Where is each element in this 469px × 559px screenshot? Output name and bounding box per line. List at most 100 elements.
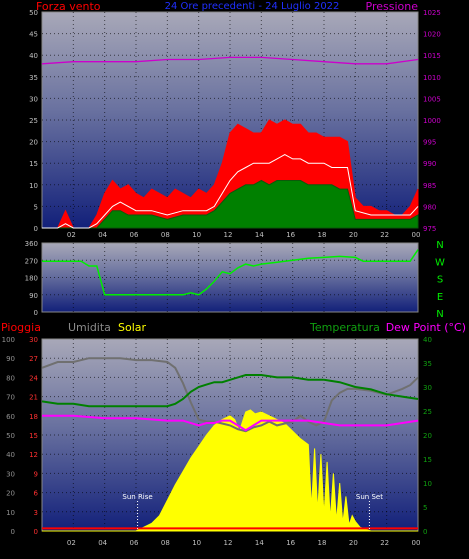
panel1-x-tick-label: 10: [192, 231, 201, 239]
temperature-tick-label: 25: [423, 408, 432, 416]
rain-tick-label: 15: [29, 432, 38, 440]
panel3-x-tick-label: 00: [412, 539, 421, 547]
wind-avg-area: [42, 179, 419, 229]
temperature-tick-label: 35: [423, 360, 432, 368]
humidity-tick-label: 20: [6, 490, 15, 498]
rain-tick-label: 30: [29, 336, 38, 344]
humidity-line: [41, 357, 419, 433]
panel1-left-tick-label: 0: [34, 225, 38, 233]
panel1-x-tick-label: 00: [412, 231, 421, 239]
panel1-x-tick-label: 22: [380, 231, 389, 239]
solar-area: [42, 409, 418, 532]
panel3-x-tick-label: 06: [130, 539, 139, 547]
temperature-tick-label: 20: [423, 432, 432, 440]
panel1-right-tick-label: 990: [423, 160, 436, 168]
humidity-label: Umidita: [68, 321, 111, 334]
rain-tick-label: 18: [29, 413, 38, 421]
rain-tick-label: 3: [34, 509, 38, 517]
humidity-tick-label: 60: [6, 413, 15, 421]
wind-speed-line: [42, 154, 419, 229]
panel1-right-label: Pressione: [366, 0, 419, 13]
panel1-left-tick-label: 5: [34, 203, 38, 211]
panel2-compass-label: E: [437, 292, 443, 303]
panel1-x-tick-label: 06: [130, 231, 139, 239]
panel1-right-tick-label: 1005: [423, 95, 441, 103]
panel1-right-tick-label: 995: [423, 139, 436, 147]
humidity-tick-label: 100: [2, 336, 15, 344]
panel3-x-tick-label: 04: [98, 539, 107, 547]
dewpoint-label: Dew Point (°C): [386, 321, 466, 334]
panel1-title: 24 Ore precedenti - 24 Luglio 2022: [165, 1, 340, 12]
panel1-x-tick-label: 18: [318, 231, 327, 239]
panel1-right-tick-label: 980: [423, 203, 436, 211]
panel2-compass-label: W: [435, 257, 445, 268]
panel1-left-tick-label: 40: [29, 52, 38, 60]
sun-annotation: Sun Set: [356, 493, 383, 501]
rain-tick-label: 21: [29, 394, 38, 402]
panel2-left-tick-label: 360: [25, 240, 38, 248]
temperature-tick-label: 40: [423, 336, 432, 344]
panel3-x-tick-label: 14: [255, 539, 264, 547]
panel1-left-tick-label: 50: [29, 9, 38, 17]
panel1-x-tick-label: 02: [67, 231, 76, 239]
panel1-x-tick-label: 20: [349, 231, 358, 239]
panel1-x-tick-label: 08: [161, 231, 170, 239]
panel3-x-tick-label: 10: [192, 539, 201, 547]
panel1-right-tick-label: 1020: [423, 31, 441, 39]
panel2-left-tick-label: 180: [25, 275, 38, 283]
rain-tick-label: 0: [34, 528, 38, 536]
humidity-tick-label: 80: [6, 374, 15, 382]
solar-label: Solar: [118, 321, 147, 334]
panel1-x-tick-label: 04: [98, 231, 107, 239]
panel1-right-tick-label: 1000: [423, 117, 441, 125]
panel1-left-tick-label: 25: [29, 117, 38, 125]
panel3-x-tick-label: 22: [380, 539, 389, 547]
rain-label: Pioggia: [1, 321, 41, 334]
pressure-line: [41, 56, 419, 65]
panel1-right-tick-label: 985: [423, 182, 436, 190]
panel3-x-tick-label: 12: [224, 539, 233, 547]
panel1-right-tick-label: 1010: [423, 74, 441, 82]
panel1-left-tick-label: 30: [29, 95, 38, 103]
panel3-x-tick-label: 18: [318, 539, 327, 547]
panel3-x-tick-label: 20: [349, 539, 358, 547]
panel2-left-tick-label: 90: [29, 292, 38, 300]
panel1-x-tick-label: 14: [255, 231, 264, 239]
temperature-tick-label: 0: [423, 528, 427, 536]
panel1-x-tick-label: 16: [286, 231, 295, 239]
rain-tick-label: 12: [29, 451, 38, 459]
sun-annotation: Sun Rise: [122, 493, 152, 501]
humidity-tick-label: 10: [6, 509, 15, 517]
humidity-tick-label: 50: [6, 432, 15, 440]
panel1-right-tick-label: 1015: [423, 52, 441, 60]
panel1-left-tick-label: 45: [29, 31, 38, 39]
panel1-left-label: Forza vento: [36, 0, 101, 13]
panel1-right-tick-label: 975: [423, 225, 436, 233]
humidity-tick-label: 0: [11, 528, 15, 536]
panel3-x-tick-label: 08: [161, 539, 170, 547]
panel1-right-tick-label: 1025: [423, 9, 441, 17]
rain-tick-label: 6: [34, 490, 39, 498]
humidity-tick-label: 90: [6, 355, 15, 363]
rain-tick-label: 9: [34, 470, 38, 478]
humidity-tick-label: 40: [6, 451, 15, 459]
temperature-tick-label: 30: [423, 384, 432, 392]
temperature-tick-label: 5: [423, 504, 427, 512]
humidity-tick-label: 30: [6, 470, 15, 478]
temperature-tick-label: 15: [423, 456, 432, 464]
panel1-left-tick-label: 20: [29, 139, 38, 147]
panel1-left-tick-label: 10: [29, 182, 38, 190]
temperature-tick-label: 10: [423, 480, 432, 488]
temperature-label: Temperatura: [309, 321, 380, 334]
panel1-left-tick-label: 35: [29, 74, 38, 82]
panel3-x-tick-label: 16: [286, 539, 295, 547]
panel2-left-tick-label: 270: [25, 257, 38, 265]
panel1-left-tick-label: 15: [29, 160, 38, 168]
panel2-compass-label: S: [437, 275, 443, 286]
humidity-tick-label: 70: [6, 394, 15, 402]
dewpoint-line: [42, 414, 419, 432]
panel2-compass-label: N: [436, 309, 443, 320]
temperature-line: [41, 374, 419, 408]
